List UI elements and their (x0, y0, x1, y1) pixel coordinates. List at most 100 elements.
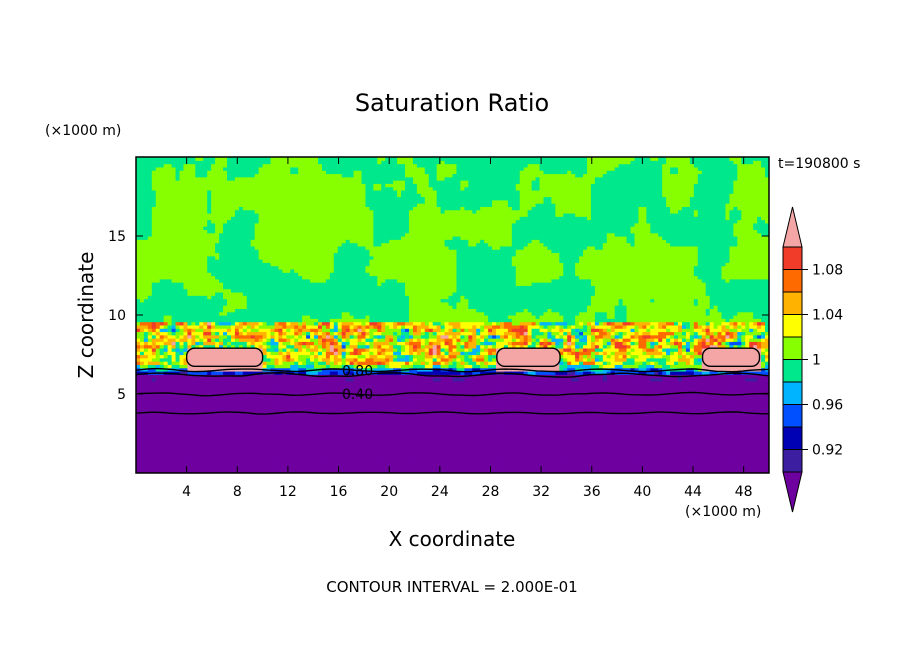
field-cell (223, 328, 228, 333)
field-cell (294, 206, 299, 211)
field-cell (298, 331, 303, 336)
field-cell (282, 183, 287, 188)
field-cell (234, 446, 240, 451)
field-cell (191, 282, 196, 286)
field-cell (171, 183, 177, 188)
field-cell (242, 180, 248, 184)
field-cell (266, 301, 272, 306)
field-cell (163, 446, 169, 451)
field-cell (226, 433, 232, 438)
field-cell (321, 354, 327, 359)
field-cell (171, 242, 177, 247)
field-cell (242, 328, 248, 333)
field-cell (183, 199, 189, 204)
field-cell (203, 298, 208, 303)
field-cell (191, 295, 196, 300)
field-cell (175, 170, 181, 175)
field-cell (302, 361, 307, 365)
field-cell (278, 374, 283, 379)
field-cell (238, 433, 244, 438)
field-cell (219, 196, 224, 201)
field-cell (179, 430, 185, 435)
field-cell (234, 328, 240, 333)
field-cell (147, 394, 153, 398)
field-cell (183, 443, 189, 448)
field-cell (258, 255, 264, 260)
field-cell (282, 239, 287, 244)
field-cell (159, 239, 165, 244)
field-cell (163, 334, 169, 339)
field-cell (246, 338, 252, 342)
field-cell (238, 249, 244, 254)
field-cell (159, 469, 165, 473)
field-cell (290, 209, 295, 214)
field-cell (262, 308, 268, 313)
field-cell (270, 440, 276, 444)
field-cell (238, 443, 244, 448)
field-cell (234, 212, 240, 217)
field-cell (254, 163, 260, 168)
field-cell (302, 268, 307, 273)
field-cell (207, 282, 212, 286)
field-cell (246, 315, 252, 319)
field-cell (317, 347, 323, 352)
field-cell (298, 463, 303, 468)
field-cell (286, 456, 291, 461)
field-cell (223, 407, 228, 412)
field-cell (266, 413, 272, 418)
field-cell (294, 252, 299, 257)
field-cell (333, 456, 339, 461)
field-cell (187, 216, 192, 221)
field-cell (191, 380, 196, 385)
field-cell (333, 305, 339, 310)
field-cell (321, 183, 327, 188)
field-cell (333, 170, 339, 175)
field-cell (274, 344, 280, 349)
field-cell (254, 407, 260, 412)
field-cell (238, 351, 244, 356)
field-cell (302, 216, 307, 221)
field-cell (179, 272, 185, 277)
field-cell (219, 338, 224, 342)
field-cell (136, 157, 141, 161)
field-cell (147, 249, 153, 254)
field-cell (207, 295, 212, 300)
field-cell (175, 259, 181, 263)
field-cell (226, 275, 232, 280)
field-cell (143, 370, 149, 375)
field-cell (250, 203, 256, 207)
field-cell (314, 189, 319, 194)
field-cell (191, 229, 196, 234)
field-cell (199, 170, 204, 175)
field-cell (163, 278, 169, 283)
field-cell (179, 239, 185, 244)
field-cell (171, 308, 177, 313)
field-cell (143, 443, 149, 448)
field-cell (254, 351, 260, 356)
field-cell (317, 219, 323, 224)
field-cell (294, 160, 299, 165)
field-cell (294, 176, 299, 181)
field-cell (329, 252, 335, 257)
field-cell (278, 199, 283, 204)
field-cell (230, 298, 236, 303)
field-cell (337, 259, 343, 263)
field-cell (298, 157, 303, 161)
field-cell (254, 469, 260, 473)
field-cell (314, 417, 319, 421)
field-cell (321, 446, 327, 451)
field-cell (211, 173, 216, 178)
field-cell (274, 222, 280, 227)
field-cell (151, 443, 157, 448)
field-cell (223, 384, 228, 389)
field-cell (282, 282, 287, 286)
field-cell (207, 262, 212, 267)
field-cell (298, 176, 303, 181)
field-cell (223, 417, 228, 421)
field-cell (171, 384, 177, 389)
field-cell (325, 252, 331, 257)
field-cell (274, 459, 280, 464)
field-cell (317, 193, 323, 198)
field-cell (163, 463, 169, 468)
field-cell (298, 278, 303, 283)
